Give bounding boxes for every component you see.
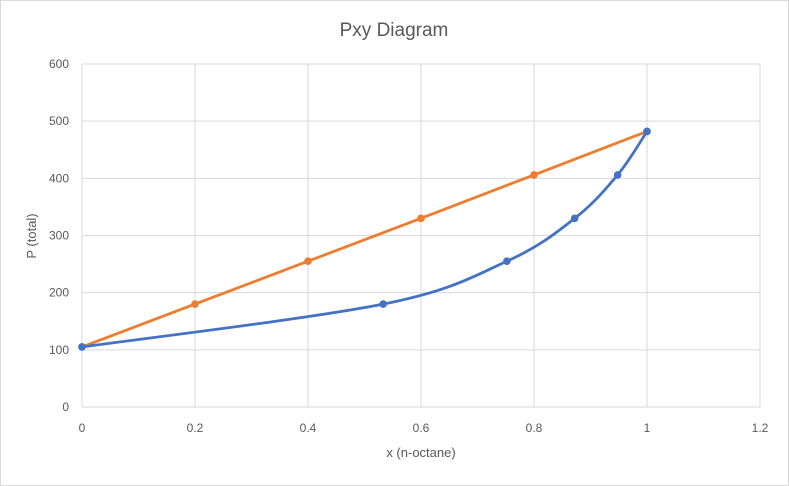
data-point bbox=[503, 257, 511, 266]
x-tick-label: 1 bbox=[644, 421, 651, 435]
y-tick-label: 0 bbox=[62, 400, 69, 414]
y-tick-label: 200 bbox=[49, 286, 69, 300]
data-point bbox=[570, 214, 579, 223]
data-point bbox=[191, 300, 199, 308]
y-axis-label: P (total) bbox=[24, 213, 39, 258]
y-tick-label: 500 bbox=[49, 114, 69, 128]
y-tick-label: 400 bbox=[49, 171, 69, 185]
x-tick-label: 0.6 bbox=[413, 421, 430, 435]
x-axis-label: x (n-octane) bbox=[386, 445, 455, 460]
data-point bbox=[304, 257, 312, 266]
y-tick-label: 600 bbox=[49, 57, 69, 71]
gridlines bbox=[81, 63, 761, 408]
x-tick-label: 0.2 bbox=[187, 421, 204, 435]
data-point bbox=[643, 127, 651, 136]
data-point bbox=[78, 343, 86, 351]
data-point bbox=[417, 214, 425, 223]
chart-title: Pxy Diagram bbox=[340, 20, 449, 41]
y-tick-label: 300 bbox=[49, 229, 69, 243]
x-tick-label: 0.8 bbox=[526, 421, 543, 435]
x-tick-label: 0 bbox=[79, 421, 86, 435]
y-tick-label: 100 bbox=[49, 343, 69, 357]
x-tick-label: 1.2 bbox=[752, 421, 769, 435]
x-tick-label: 0.4 bbox=[300, 421, 317, 435]
series-line bbox=[80, 130, 649, 349]
data-point bbox=[530, 171, 538, 179]
series-layer bbox=[78, 127, 651, 351]
data-point bbox=[613, 171, 622, 179]
tick-labels: 0 100 200 300 400 500 600 0 0.2 0.4 0.6 0.8 1 1.2 bbox=[49, 57, 769, 435]
data-point bbox=[379, 300, 387, 308]
